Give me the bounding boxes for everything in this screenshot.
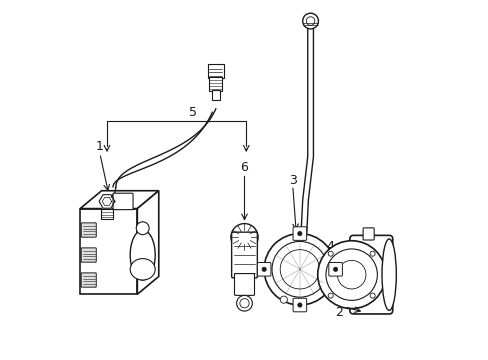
FancyBboxPatch shape [113, 193, 133, 210]
Ellipse shape [130, 258, 155, 280]
Text: 3: 3 [288, 174, 296, 186]
Circle shape [369, 251, 374, 256]
FancyBboxPatch shape [257, 262, 270, 276]
FancyBboxPatch shape [292, 227, 306, 240]
Circle shape [305, 17, 314, 25]
Polygon shape [137, 191, 159, 294]
Text: 5: 5 [188, 105, 196, 119]
Circle shape [236, 296, 252, 311]
FancyBboxPatch shape [234, 274, 254, 296]
FancyBboxPatch shape [207, 64, 224, 78]
Circle shape [136, 222, 149, 235]
Circle shape [317, 241, 385, 309]
Circle shape [264, 234, 335, 305]
Ellipse shape [130, 230, 155, 280]
Text: 4: 4 [325, 240, 333, 253]
Circle shape [297, 231, 302, 236]
Circle shape [369, 293, 374, 298]
Text: 6: 6 [240, 161, 248, 174]
Circle shape [325, 249, 377, 300]
Circle shape [271, 242, 327, 297]
FancyBboxPatch shape [292, 298, 306, 312]
FancyBboxPatch shape [363, 228, 373, 240]
Polygon shape [99, 195, 115, 208]
Circle shape [297, 303, 302, 307]
Text: 1: 1 [96, 140, 103, 153]
Circle shape [280, 249, 319, 289]
FancyBboxPatch shape [231, 232, 257, 278]
FancyBboxPatch shape [81, 248, 96, 262]
Polygon shape [80, 191, 159, 208]
FancyBboxPatch shape [81, 223, 96, 237]
Circle shape [302, 13, 318, 29]
FancyBboxPatch shape [349, 235, 392, 314]
Circle shape [327, 293, 332, 298]
Circle shape [280, 296, 287, 303]
FancyBboxPatch shape [328, 262, 342, 276]
Circle shape [327, 251, 332, 256]
Circle shape [337, 260, 365, 289]
Circle shape [333, 267, 337, 271]
Circle shape [230, 224, 258, 251]
FancyBboxPatch shape [211, 90, 220, 100]
Polygon shape [80, 208, 137, 294]
FancyBboxPatch shape [299, 269, 312, 279]
Circle shape [240, 298, 248, 308]
Ellipse shape [381, 239, 395, 310]
Text: 2: 2 [335, 306, 343, 319]
FancyBboxPatch shape [81, 273, 96, 287]
FancyBboxPatch shape [101, 208, 112, 219]
FancyBboxPatch shape [209, 77, 222, 91]
Circle shape [262, 267, 266, 271]
